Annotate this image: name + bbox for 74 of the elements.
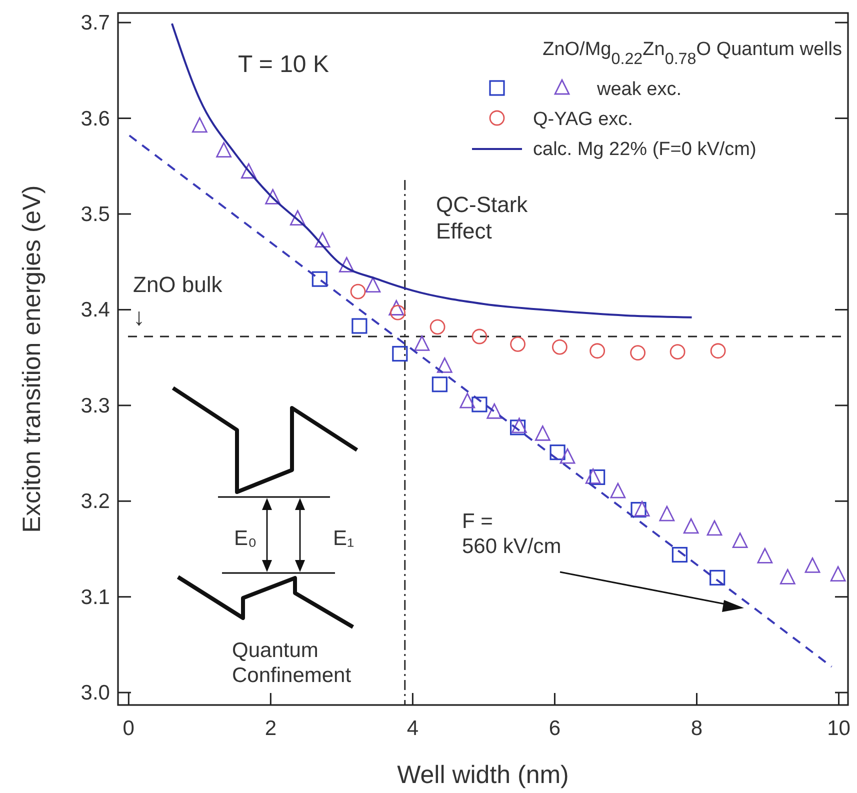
point [590, 343, 606, 359]
x-tick-label: 10 [827, 717, 850, 740]
point [780, 569, 796, 584]
point [757, 548, 773, 564]
x-tick-label: 2 [264, 717, 277, 740]
point [432, 376, 448, 392]
annotation: E₁ [333, 527, 354, 550]
point [830, 566, 846, 582]
point [436, 357, 452, 373]
point [732, 532, 748, 548]
legend-label: Q-YAG exc. [533, 109, 633, 130]
point [265, 189, 281, 204]
point [414, 335, 430, 351]
point [550, 444, 566, 460]
point [472, 396, 488, 412]
y-tick-label: 3.5 [80, 202, 110, 226]
point [392, 346, 408, 362]
annotation: Quantum Confinement [232, 639, 352, 688]
point [192, 117, 208, 133]
y-tick-label: 3.7 [80, 12, 110, 35]
x-tick-label: 4 [406, 717, 419, 740]
point [670, 344, 686, 360]
point [630, 345, 646, 360]
y-tick-label: 3.6 [80, 107, 110, 130]
point [430, 319, 446, 335]
legend-label: calc. Mg 22% (F=0 kV/cm) [533, 139, 756, 160]
point [560, 448, 576, 464]
point [216, 142, 232, 158]
annotation: QC-Stark Effect [436, 192, 529, 244]
point [460, 392, 476, 408]
x-tick-label: 8 [690, 717, 703, 740]
y-tick-label: 3.0 [80, 682, 110, 705]
annotation: ZnO bulk [133, 272, 224, 297]
point [312, 271, 328, 287]
point [659, 506, 675, 522]
point [710, 343, 726, 359]
x-tick-label: 6 [548, 717, 561, 740]
point [472, 328, 488, 344]
point [610, 482, 626, 498]
legend-title: ZnO/Mg$_{0.22}$Zn$_{0.78}$O Quantum wells [542, 39, 842, 68]
point [706, 520, 722, 536]
y-tick-label: 3.4 [80, 298, 110, 322]
point [352, 318, 368, 334]
point [710, 570, 726, 586]
x-axis-title: Well width (nm) [397, 761, 569, 789]
point [683, 518, 699, 534]
point [804, 558, 820, 573]
point [390, 304, 406, 320]
point [388, 300, 404, 316]
point [634, 501, 650, 516]
legend-label: weak exc. [596, 79, 682, 100]
annotation: E₀ [234, 527, 257, 550]
point [534, 425, 550, 441]
annotation: ↓ [133, 304, 145, 331]
x-tick-label: 0 [122, 717, 134, 740]
point [585, 468, 601, 484]
annotation: T = 10 K [238, 51, 329, 78]
point [365, 277, 381, 292]
y-axis-title: Exciton transition energies (eV) [18, 185, 46, 533]
y-tick-label: 3.3 [80, 394, 110, 418]
point [486, 403, 502, 419]
point [240, 163, 256, 179]
point [552, 339, 568, 355]
point [510, 336, 526, 352]
point [350, 284, 366, 300]
y-tick-label: 3.1 [80, 586, 110, 609]
point [314, 232, 330, 248]
annotation: F = 560 kV/cm [462, 510, 562, 558]
point [672, 546, 688, 563]
y-tick-label: 3.2 [80, 490, 110, 514]
point [630, 502, 646, 518]
point [338, 256, 354, 272]
point [290, 210, 306, 226]
point [590, 469, 606, 486]
